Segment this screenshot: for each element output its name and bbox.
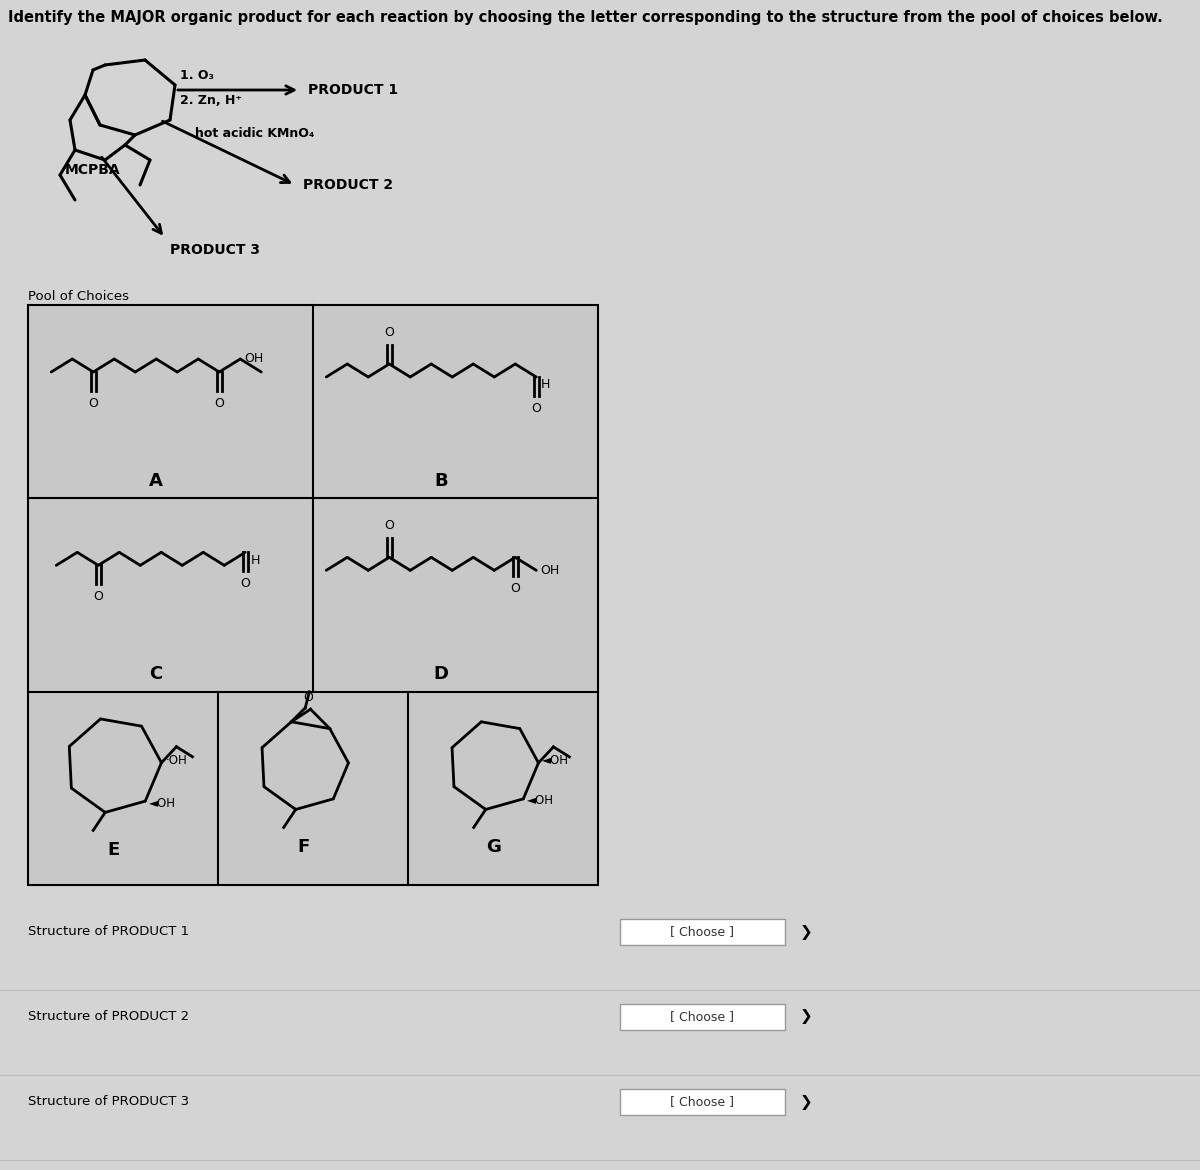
Text: ❯: ❯	[800, 1010, 812, 1025]
Text: E: E	[107, 841, 120, 859]
Text: Identify the MAJOR organic product for each reaction by choosing the letter corr: Identify the MAJOR organic product for e…	[8, 11, 1163, 25]
Text: [ Choose ]: [ Choose ]	[671, 1011, 734, 1024]
Text: Structure of PRODUCT 3: Structure of PRODUCT 3	[28, 1095, 190, 1108]
Text: [ Choose ]: [ Choose ]	[671, 925, 734, 938]
Text: [ Choose ]: [ Choose ]	[671, 1095, 734, 1108]
Text: hot acidic KMnO₄: hot acidic KMnO₄	[194, 128, 314, 140]
Text: ◄OH: ◄OH	[149, 797, 176, 810]
Text: ❯: ❯	[800, 924, 812, 940]
Text: B: B	[434, 472, 448, 490]
Text: ❯: ❯	[800, 1094, 812, 1109]
Text: ·OH: ·OH	[166, 755, 187, 768]
Text: OH: OH	[540, 564, 559, 577]
Text: C: C	[150, 666, 163, 683]
Text: H: H	[251, 553, 259, 566]
Text: O: O	[532, 402, 541, 415]
Text: Pool of Choices: Pool of Choices	[28, 290, 130, 303]
Bar	[620, 918, 785, 945]
Text: PRODUCT 1: PRODUCT 1	[308, 83, 398, 97]
Text: O: O	[215, 397, 224, 410]
Text: F: F	[298, 838, 310, 856]
Bar	[620, 1089, 785, 1115]
Text: OH: OH	[245, 352, 264, 365]
Text: 2. Zn, H⁺: 2. Zn, H⁺	[180, 94, 242, 106]
Text: D: D	[433, 666, 449, 683]
Text: O: O	[510, 583, 520, 596]
Text: O: O	[384, 326, 394, 339]
Bar	[620, 1004, 785, 1030]
Text: PRODUCT 2: PRODUCT 2	[302, 178, 394, 192]
Text: O: O	[304, 691, 313, 704]
Bar	[28, 305, 598, 885]
Text: O: O	[94, 591, 103, 604]
Text: O: O	[89, 397, 98, 410]
Text: 1. O₃: 1. O₃	[180, 69, 214, 82]
Text: MCPBA: MCPBA	[65, 163, 121, 177]
Text: G: G	[486, 838, 500, 856]
Text: O: O	[384, 519, 394, 532]
Text: Structure of PRODUCT 1: Structure of PRODUCT 1	[28, 925, 190, 938]
Text: H: H	[541, 379, 551, 392]
Text: PRODUCT 3: PRODUCT 3	[170, 243, 260, 257]
Text: O: O	[240, 577, 250, 591]
Text: Structure of PRODUCT 2: Structure of PRODUCT 2	[28, 1010, 190, 1023]
Text: A: A	[149, 472, 163, 490]
Text: ◄OH: ◄OH	[542, 755, 570, 768]
Text: ◄OH: ◄OH	[527, 794, 554, 807]
